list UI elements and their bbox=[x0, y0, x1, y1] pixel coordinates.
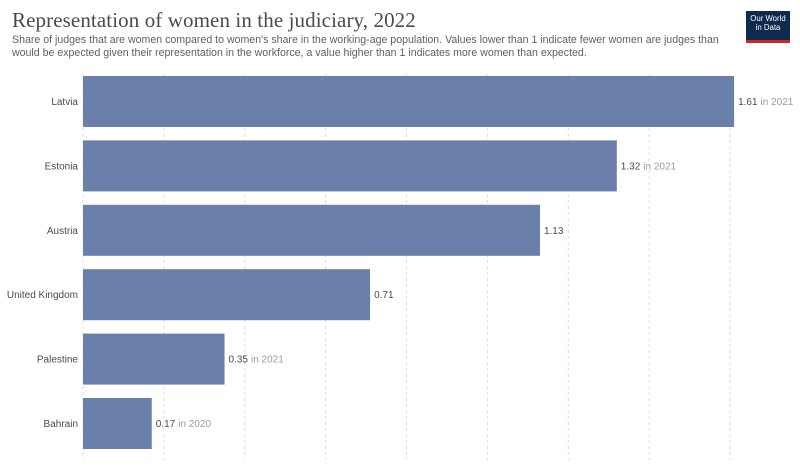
bar-united-kingdom[interactable] bbox=[83, 269, 371, 321]
category-label: United Kingdom bbox=[7, 290, 78, 301]
value-label: 1.32 in 2021 bbox=[621, 161, 677, 172]
value-number: 0.35 bbox=[229, 355, 249, 366]
chart-title: Representation of women in the judiciary… bbox=[12, 8, 416, 32]
value-number: 1.13 bbox=[544, 226, 564, 237]
value-number: 0.17 bbox=[156, 419, 176, 430]
gridlines bbox=[82, 74, 731, 460]
value-number: 1.32 bbox=[621, 161, 641, 172]
value-number: 1.61 bbox=[738, 97, 758, 108]
year-note: in 2021 bbox=[643, 161, 676, 172]
value-label: 0.17 in 2020 bbox=[156, 419, 212, 430]
bars bbox=[83, 76, 735, 449]
bar-austria[interactable] bbox=[83, 204, 540, 256]
bar-latvia[interactable] bbox=[83, 76, 735, 127]
value-label: 0.71 bbox=[374, 290, 394, 301]
category-label: Bahrain bbox=[44, 419, 78, 430]
logo-line-1: Our World bbox=[750, 14, 786, 23]
value-label: 1.13 bbox=[544, 226, 564, 237]
bar-palestine[interactable] bbox=[83, 333, 225, 385]
logo-line-2: in Data bbox=[755, 23, 781, 32]
value-number: 0.71 bbox=[374, 290, 394, 301]
category-label: Latvia bbox=[51, 97, 78, 108]
category-label: Austria bbox=[47, 226, 79, 237]
bar-estonia[interactable] bbox=[83, 140, 617, 192]
year-note: in 2020 bbox=[178, 419, 211, 430]
category-label: Estonia bbox=[45, 161, 79, 172]
category-label: Palestine bbox=[37, 355, 79, 366]
chart-subtitle: Share of judges that are women compared … bbox=[12, 34, 719, 59]
year-note: in 2021 bbox=[251, 355, 284, 366]
value-label: 0.35 in 2021 bbox=[229, 355, 285, 366]
value-label: 1.61 in 2021 bbox=[738, 97, 794, 108]
bar-bahrain[interactable] bbox=[83, 398, 152, 449]
year-note: in 2021 bbox=[761, 97, 794, 108]
owid-logo[interactable]: Our World in Data bbox=[746, 11, 790, 43]
